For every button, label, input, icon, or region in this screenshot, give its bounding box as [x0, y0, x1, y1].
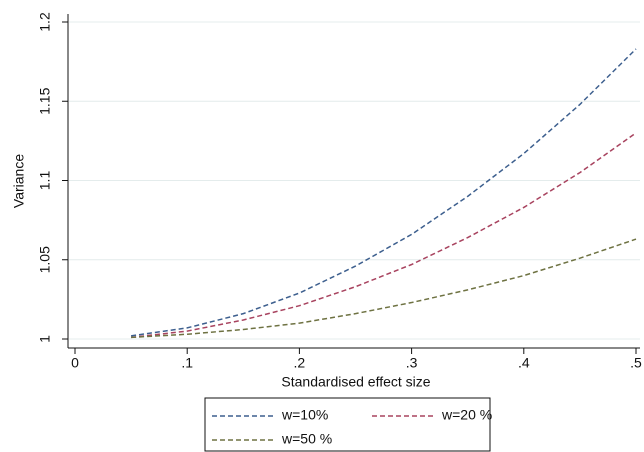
y-tick-label: 1.15 — [37, 87, 53, 114]
x-axis-label: Standardised effect size — [281, 374, 430, 390]
legend-label: w=10% — [281, 407, 328, 423]
y-axis-label: Variance — [11, 154, 27, 208]
legend-label: w=20 % — [441, 407, 492, 423]
x-tick-label: .5 — [630, 355, 642, 371]
x-tick-label: .4 — [518, 355, 530, 371]
x-tick-label: .1 — [181, 355, 193, 371]
y-tick-label: 1.2 — [37, 12, 53, 32]
series-line — [130, 48, 637, 337]
y-tick-label: 1.05 — [37, 246, 53, 273]
series-line — [131, 132, 637, 339]
y-tick-label: 1 — [37, 335, 53, 343]
y-tick-label: 1.1 — [37, 171, 53, 191]
legend-box — [204, 397, 491, 452]
x-tick-label: 0 — [71, 355, 79, 371]
series-line — [131, 238, 637, 339]
x-tick-label: .2 — [294, 355, 306, 371]
x-tick-label: .3 — [406, 355, 418, 371]
legend-label: w=50 % — [281, 431, 332, 447]
